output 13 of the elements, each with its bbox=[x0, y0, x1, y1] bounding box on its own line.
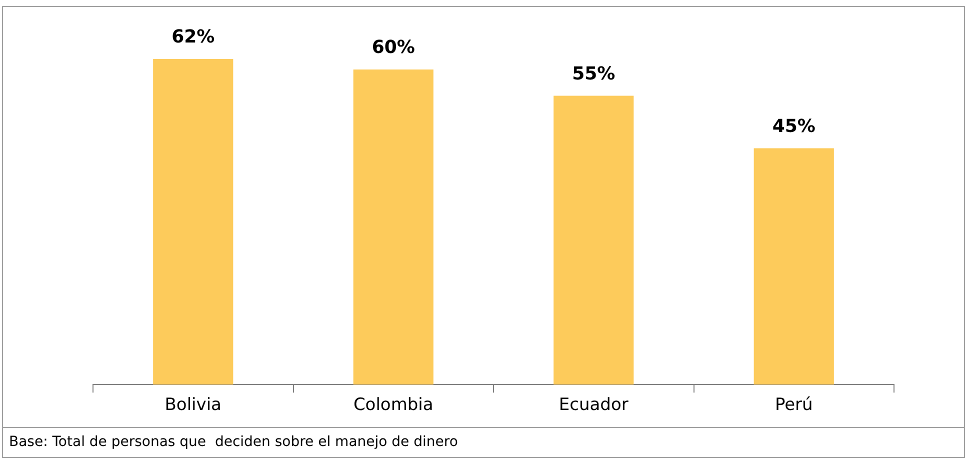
data-label: 62% bbox=[172, 26, 215, 48]
x-tick-label: Bolivia bbox=[164, 395, 222, 416]
text: Base: Total de personas que deciden sobre el manejo de dinero bbox=[3, 427, 964, 456]
bar bbox=[153, 59, 234, 385]
x-tick-label: Ecuador bbox=[558, 395, 628, 416]
x-tick-label: Colombia bbox=[353, 395, 434, 416]
data-label: 55% bbox=[572, 63, 616, 84]
bar bbox=[754, 148, 834, 385]
bar bbox=[353, 70, 434, 385]
bar bbox=[554, 96, 634, 385]
data-label: 45% bbox=[772, 116, 816, 137]
data-label: 60% bbox=[372, 37, 415, 58]
x-tick-label: Perú bbox=[774, 395, 813, 416]
